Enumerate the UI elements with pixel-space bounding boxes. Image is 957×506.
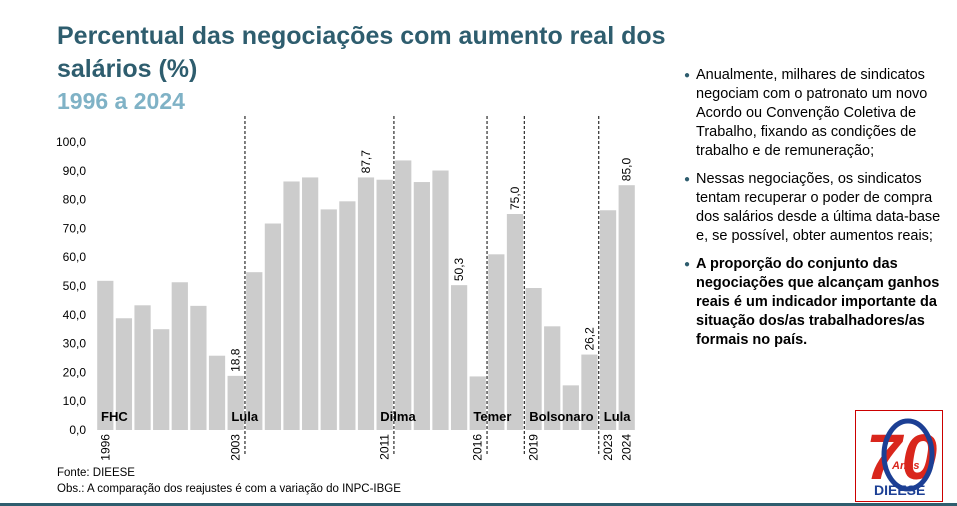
data-label: 75,0 <box>508 186 522 210</box>
x-tick-label: 2023 <box>601 434 615 461</box>
bar <box>599 210 617 430</box>
period-label: Dilma <box>380 409 416 424</box>
bar-chart: 0,0 10,0 20,0 30,0 40,0 50,0 60,0 70,0 80,0 90,0 1… <box>56 116 635 461</box>
data-label: 26,2 <box>582 327 596 351</box>
data-label: 18,8 <box>229 348 243 372</box>
bar <box>320 209 337 430</box>
bar <box>469 376 486 430</box>
bar <box>413 182 430 430</box>
x-tick-label: 2011 <box>378 434 392 460</box>
bar <box>357 177 375 430</box>
bar <box>153 329 170 430</box>
bar <box>506 214 524 430</box>
bullet-item: ● Nessas negociações, os sindicatos tent… <box>684 170 946 246</box>
logo-word: Anos <box>891 460 920 472</box>
period-label: Lula <box>604 409 631 424</box>
chart-subtitle: 1996 a 2024 <box>57 88 185 114</box>
dieese-logo: 70 Anos DIEESE <box>855 410 943 502</box>
bar <box>339 201 356 430</box>
bar <box>581 354 598 430</box>
y-tick-label: 70,0 <box>63 221 87 235</box>
period-labels: FHC Lula Dilma Temer Bolsonaro Lula <box>101 409 631 424</box>
bullet-text: A proporção do conjunto das negociações … <box>696 256 940 348</box>
x-axis: 1996 2003 2011 2016 2019 2023 2024 <box>98 434 633 461</box>
period-label: FHC <box>101 409 128 424</box>
x-tick-label: 1996 <box>98 434 112 461</box>
y-tick-label: 100,0 <box>56 135 86 149</box>
observation-note: Obs.: A comparação dos reajustes é com a… <box>57 483 401 495</box>
y-tick-label: 20,0 <box>63 365 87 379</box>
bullet-text: Anualmente, milhares de sindicatos negoc… <box>696 67 928 159</box>
bar <box>302 177 319 430</box>
bullet-list: ● Anualmente, milhares de sindicatos neg… <box>684 66 946 359</box>
period-dividers <box>244 116 600 454</box>
chart-title: Percentual das negociações com aumento r… <box>57 22 666 83</box>
bar <box>395 160 412 430</box>
y-tick-label: 90,0 <box>63 164 87 178</box>
y-tick-label: 60,0 <box>63 250 87 264</box>
bar <box>618 185 635 430</box>
y-tick-label: 0,0 <box>69 423 86 437</box>
y-tick-label: 10,0 <box>63 394 87 408</box>
bar <box>227 375 244 430</box>
y-tick-label: 50,0 <box>63 279 87 293</box>
logo-icon: 70 Anos DIEESE <box>866 418 937 498</box>
bar <box>134 305 151 430</box>
logo-brand: DIEESE <box>874 482 925 498</box>
bars <box>97 160 635 430</box>
bar <box>246 272 263 430</box>
period-label: Lula <box>231 409 258 424</box>
bar <box>450 285 468 430</box>
period-label: Bolsonaro <box>529 409 593 424</box>
bullet-item: ● Anualmente, milhares de sindicatos neg… <box>684 66 946 161</box>
y-axis: 0,0 10,0 20,0 30,0 40,0 50,0 60,0 70,0 80,0 90,0 1… <box>56 135 86 437</box>
bar <box>283 181 300 430</box>
bar <box>190 305 207 430</box>
y-tick-label: 30,0 <box>63 337 87 351</box>
bar <box>544 326 561 430</box>
bar <box>376 179 393 430</box>
x-tick-label: 2024 <box>620 434 634 461</box>
x-tick-label: 2019 <box>527 434 541 461</box>
y-tick-label: 40,0 <box>63 308 87 322</box>
bullet-item: ● A proporção do conjunto das negociaçõe… <box>684 255 946 350</box>
x-tick-label: 2016 <box>471 434 485 461</box>
bar <box>432 170 449 430</box>
bullet-dot-icon: ● <box>684 259 691 270</box>
bar <box>171 282 188 430</box>
bottom-rule <box>0 503 957 506</box>
bar <box>97 280 114 430</box>
bar <box>208 355 226 430</box>
data-label: 87,7 <box>359 150 373 174</box>
period-label: Temer <box>473 409 511 424</box>
bar <box>525 288 542 430</box>
y-tick-label: 80,0 <box>63 193 87 207</box>
bullet-dot-icon: ● <box>684 174 691 185</box>
data-label: 50,3 <box>452 257 466 281</box>
data-label: 85,0 <box>620 158 634 182</box>
source-note: Fonte: DIEESE <box>57 467 135 479</box>
bar <box>488 254 505 430</box>
bullet-dot-icon: ● <box>684 70 691 81</box>
bar <box>264 223 282 430</box>
bar <box>115 318 133 430</box>
bar <box>562 385 579 430</box>
bullet-text: Nessas negociações, os sindicatos tentam… <box>696 171 941 244</box>
data-labels: 18,8 87,7 50,3 75,0 26,2 85,0 <box>229 150 634 372</box>
x-tick-label: 2003 <box>229 434 243 461</box>
